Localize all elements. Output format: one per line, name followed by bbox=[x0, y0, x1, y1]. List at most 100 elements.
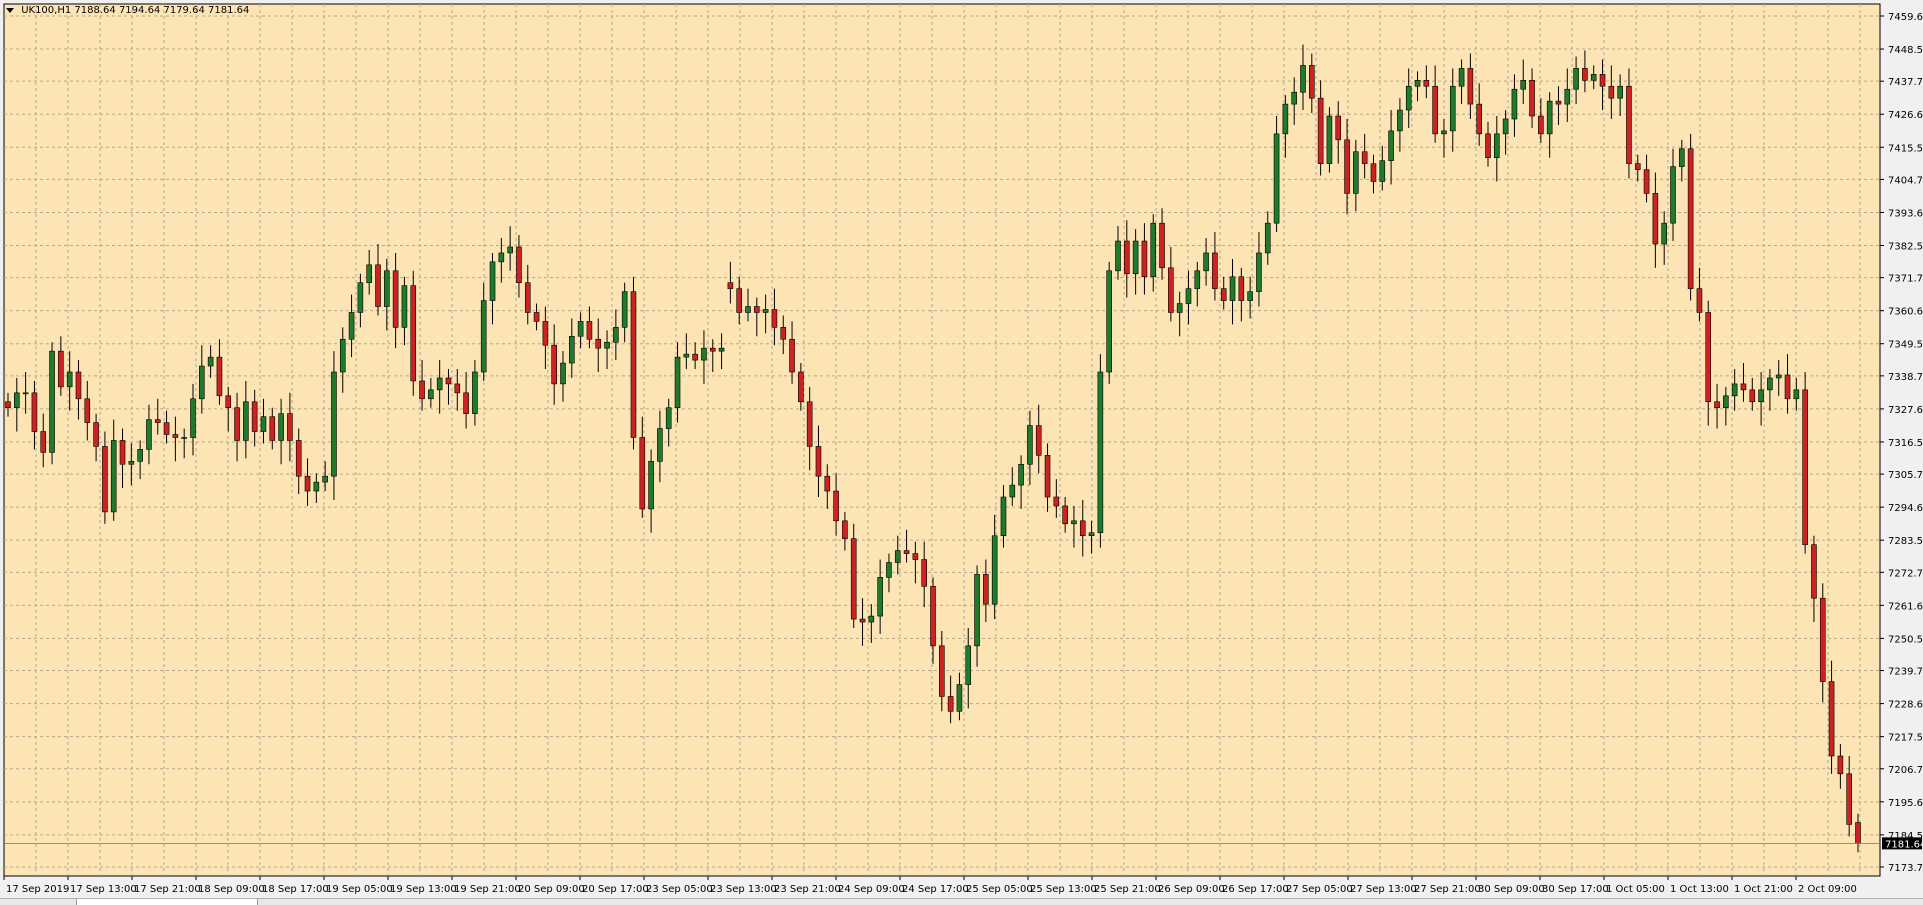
candle-body bbox=[1264, 222, 1271, 254]
candle-body bbox=[859, 618, 866, 623]
candle-body bbox=[665, 407, 672, 429]
candle-body bbox=[595, 338, 602, 349]
candle-body bbox=[1775, 374, 1782, 379]
candle-body bbox=[1044, 455, 1051, 498]
candle-body bbox=[313, 481, 320, 492]
candle-body bbox=[58, 350, 64, 388]
candle-body bbox=[1018, 463, 1024, 486]
price-label: 7206.70 bbox=[1888, 765, 1923, 776]
candle-body bbox=[445, 377, 452, 385]
candle-body bbox=[1837, 755, 1844, 775]
price-label: 7338.70 bbox=[1888, 372, 1923, 383]
candle-body bbox=[1784, 374, 1791, 400]
price-label: 7415.50 bbox=[1888, 143, 1923, 154]
price-label: 7360.60 bbox=[1888, 307, 1923, 318]
price-label: 7404.70 bbox=[1888, 175, 1923, 186]
candle-body bbox=[1282, 103, 1289, 135]
price-label: 7371.70 bbox=[1888, 274, 1923, 285]
time-label: 26 Sep 17:00 bbox=[1222, 884, 1289, 895]
candle-body bbox=[745, 306, 751, 313]
candle-body bbox=[842, 520, 848, 539]
candle-body bbox=[1309, 65, 1315, 99]
active-chart-tab[interactable] bbox=[76, 899, 258, 905]
candle-body bbox=[1432, 85, 1438, 135]
candle-body bbox=[815, 446, 822, 477]
price-label: 7426.60 bbox=[1888, 110, 1923, 121]
time-label: 27 Sep 21:00 bbox=[1414, 884, 1481, 895]
candle-body bbox=[1441, 130, 1447, 135]
candle-body bbox=[1062, 505, 1068, 525]
candle-body bbox=[1643, 169, 1650, 194]
candle-body bbox=[683, 353, 690, 358]
candle-body bbox=[824, 475, 831, 492]
candle-body bbox=[551, 344, 557, 385]
candle-body bbox=[1361, 151, 1368, 164]
price-label: 7459.60 bbox=[1888, 12, 1923, 23]
candle-body bbox=[199, 365, 205, 400]
time-label: 25 Sep 05:00 bbox=[966, 884, 1033, 895]
current-price-label: 7181.64 bbox=[1885, 839, 1923, 850]
candle-body bbox=[1053, 496, 1060, 507]
candle-body bbox=[322, 475, 328, 483]
current-price-tag bbox=[1882, 837, 1922, 850]
candle-body bbox=[454, 383, 461, 394]
candle-body bbox=[912, 553, 919, 560]
price-label: 7239.70 bbox=[1888, 667, 1923, 678]
candle-body bbox=[1520, 79, 1527, 90]
collapse-arrow-icon[interactable] bbox=[6, 7, 14, 13]
candle-body bbox=[1555, 100, 1562, 105]
candle-body bbox=[472, 371, 478, 414]
candle-body bbox=[1326, 115, 1333, 164]
candle-body bbox=[172, 434, 179, 438]
price-label: 7349.50 bbox=[1888, 340, 1923, 351]
price-label: 7327.60 bbox=[1888, 405, 1923, 416]
candle-body bbox=[40, 431, 47, 453]
price-label: 7173.70 bbox=[1888, 863, 1923, 874]
candle-body bbox=[287, 413, 293, 441]
candle-body bbox=[692, 353, 698, 361]
candle-body bbox=[1590, 74, 1597, 81]
candle-body bbox=[771, 309, 778, 328]
candle-body bbox=[1485, 133, 1491, 158]
candle-body bbox=[119, 440, 126, 465]
candle-body bbox=[1370, 163, 1377, 182]
candle-body bbox=[1009, 484, 1016, 498]
candle-body bbox=[1793, 389, 1800, 400]
candle-body bbox=[1035, 425, 1042, 456]
candle-body bbox=[983, 574, 989, 605]
candle-body bbox=[1247, 291, 1253, 301]
candle-body bbox=[1599, 74, 1606, 87]
candle-body bbox=[833, 490, 839, 522]
candle-body bbox=[366, 264, 372, 284]
candle-body bbox=[1582, 68, 1588, 81]
symbol-header: UK100,H1 7188.64 7194.64 7179.64 7181.64 bbox=[6, 4, 249, 18]
price-label: 7250.50 bbox=[1888, 634, 1923, 645]
candle-body bbox=[1115, 240, 1121, 272]
candle-body bbox=[1273, 133, 1280, 224]
candle-body bbox=[1608, 85, 1615, 99]
candle-body bbox=[1855, 822, 1861, 844]
candle-body bbox=[243, 401, 249, 441]
candle-body bbox=[251, 401, 258, 432]
candle-body bbox=[384, 270, 390, 307]
candle-body bbox=[1159, 222, 1165, 269]
chart-tab-bar bbox=[0, 898, 1923, 905]
candle-body bbox=[524, 282, 531, 313]
candle-body bbox=[1132, 240, 1139, 275]
plot-area[interactable] bbox=[3, 3, 1881, 877]
candle-body bbox=[1027, 425, 1033, 465]
candle-body bbox=[1511, 88, 1518, 120]
candle-body bbox=[1124, 240, 1130, 275]
candle-body bbox=[1220, 288, 1227, 301]
candle-body bbox=[31, 392, 38, 432]
candle-body bbox=[1229, 276, 1236, 301]
candle-body bbox=[75, 371, 82, 400]
candle-body bbox=[965, 645, 972, 685]
candle-body bbox=[516, 246, 522, 284]
candle-body bbox=[1714, 401, 1720, 409]
candle-body bbox=[639, 437, 646, 510]
candle-body bbox=[621, 291, 628, 328]
candle-body bbox=[1344, 139, 1350, 194]
